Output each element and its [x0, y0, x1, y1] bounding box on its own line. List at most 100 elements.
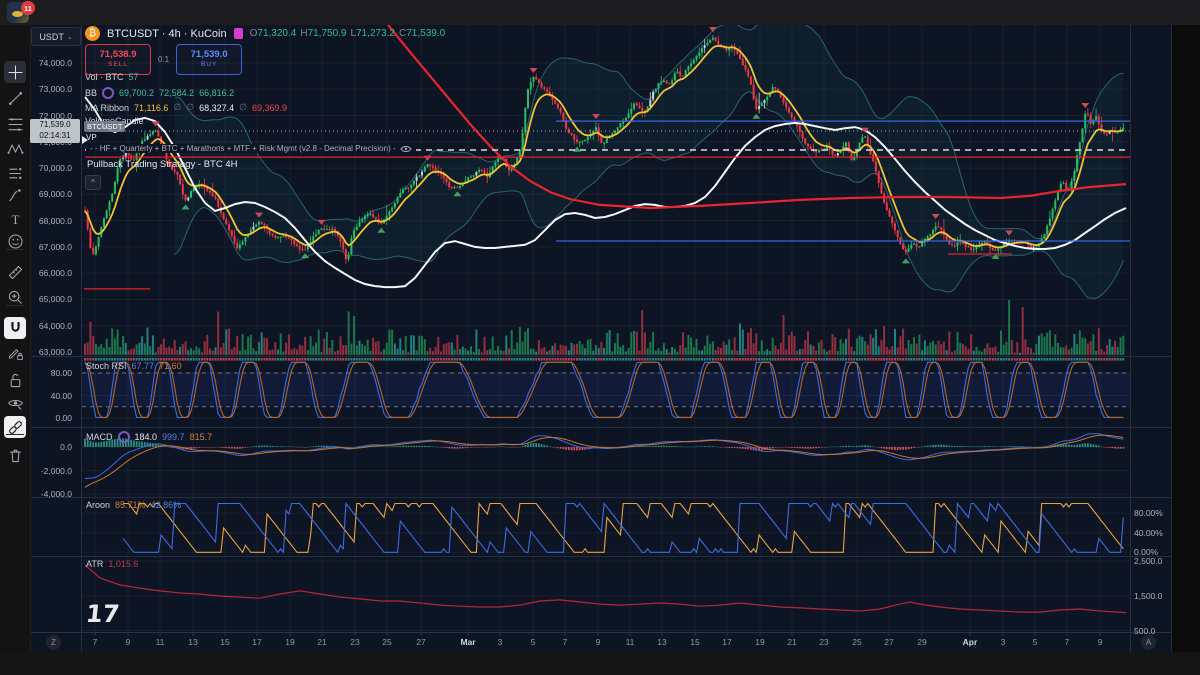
- stoch-scale-label: 80.00: [50, 368, 72, 378]
- price-axis-label: 74,000.0: [38, 58, 72, 68]
- flag-icon[interactable]: [233, 28, 243, 39]
- ohlc-value: 71,539.0: [406, 28, 446, 39]
- collapse-chevron-button[interactable]: ^: [85, 175, 101, 190]
- time-tick-label: 11: [155, 637, 165, 647]
- price-axis-label: 70,000.0: [38, 163, 72, 174]
- symbol-header[interactable]: ₿ BTCUSDT · 4h · KuCoin O71,320.4 H71,750…: [85, 26, 449, 41]
- ohlc-value: 71,273.2: [356, 28, 395, 39]
- legend-macd[interactable]: MACD 184.0 999.7 815.7: [86, 431, 212, 443]
- time-tick-label: Apr: [962, 637, 978, 647]
- legend-value: 999.7: [162, 432, 185, 442]
- toolbar-separator: [6, 249, 24, 250]
- trash-tool[interactable]: [4, 444, 26, 466]
- price-axis-label: 73,000.0: [38, 84, 72, 95]
- buy-price: 71,539.0: [190, 49, 228, 61]
- legend-value: Stoch RSI: [86, 361, 127, 371]
- ohlc-letter: C: [399, 28, 407, 39]
- buy-button[interactable]: 71,539.0 BUY: [176, 44, 243, 75]
- chevron-down-icon: ⌄: [66, 33, 73, 41]
- legend-value: ∅: [239, 102, 247, 112]
- time-tick-label: 15: [220, 637, 230, 647]
- eye-hide-tool[interactable]: [4, 392, 26, 414]
- ohlc-values: O71,320.4 H71,750.9 L71,273.2 C71,539.0: [250, 28, 450, 39]
- legend-value: 815.7: [189, 432, 213, 442]
- strategy-line-label[interactable]: - - HF + Quarterly + BTC + Marathons + M…: [86, 144, 416, 153]
- link-tool[interactable]: [4, 416, 26, 438]
- atr-scale-label: 2,500.0: [1134, 556, 1163, 566]
- legend-value: 69,700.2: [119, 88, 155, 98]
- sell-button[interactable]: 71,538.9 SELL: [85, 44, 151, 75]
- brush-tool[interactable]: [4, 185, 26, 207]
- currency-dropdown[interactable]: USDT ⌄: [31, 27, 81, 46]
- time-tick-label: 17: [722, 637, 732, 647]
- indicator-icon[interactable]: [102, 87, 115, 99]
- tradingview-watermark: 17: [84, 600, 121, 628]
- legend-stoch-rsi[interactable]: Stoch RSI 67.77 71.60: [86, 361, 182, 371]
- price-axis-label: 68,000.0: [38, 215, 72, 226]
- bottom-strip: [0, 652, 1200, 675]
- time-tick-label: 21: [317, 637, 327, 647]
- legend-value: MACD: [86, 432, 113, 442]
- time-tick-label: 23: [350, 637, 360, 647]
- timezone-button[interactable]: Z: [46, 635, 61, 650]
- crosshair-tool[interactable]: [4, 61, 26, 83]
- time-tick-label: 15: [690, 637, 700, 647]
- magnet-tool[interactable]: [4, 317, 26, 339]
- time-tick-label: 11: [625, 637, 635, 647]
- legend-value: 184.0: [134, 432, 158, 442]
- legend-value: 67.77: [131, 361, 155, 371]
- aroon-scale-label: 80.00%: [1134, 508, 1163, 519]
- legend-value: 68,327.4: [199, 102, 235, 113]
- time-tick-label: 7: [1064, 637, 1070, 647]
- time-tick-label: 19: [285, 637, 295, 647]
- emoji-tool[interactable]: [4, 230, 26, 252]
- legend-volume[interactable]: Vol · BTC 57: [85, 72, 139, 82]
- ruler-tool[interactable]: [4, 261, 26, 283]
- legend-value: 57: [128, 72, 139, 82]
- symbol-title[interactable]: BTCUSDT · 4h · KuCoin: [107, 27, 227, 40]
- legend-ma-ribbon[interactable]: MA Ribbon 71,116.6 ∅ ∅ 68,327.4 ∅ 69,369.9: [85, 102, 287, 113]
- time-tick-label: 23: [819, 637, 829, 647]
- time-tick-label: 13: [188, 637, 198, 647]
- price-axis-label: 72,000.0: [38, 110, 72, 121]
- edit-lock-tool[interactable]: [4, 342, 26, 364]
- zoom-in-tool[interactable]: [4, 286, 26, 308]
- order-panel: 71,538.9 SELL 0.1 71,539.0 BUY: [85, 44, 243, 75]
- time-tick-label: 3: [1000, 637, 1006, 647]
- indicator-axis-right[interactable]: [1130, 25, 1172, 652]
- strategy-name-label[interactable]: Pullback Trading Strategy - BTC 4H: [87, 159, 238, 170]
- time-tick-label: 25: [852, 637, 862, 647]
- sell-price: 71,538.9: [99, 49, 137, 61]
- fib-retracement-tool[interactable]: [4, 113, 26, 135]
- lock-open-tool[interactable]: [4, 369, 26, 391]
- sell-label: SELL: [108, 61, 128, 69]
- legend-value: 42.86%: [150, 500, 182, 510]
- xabcd-pattern-tool[interactable]: [4, 137, 26, 159]
- time-tick-label: 27: [416, 637, 426, 647]
- forecast-tool[interactable]: [4, 162, 26, 184]
- current-price-label: 71,539.0 02:14:31: [30, 119, 80, 143]
- time-axis[interactable]: [30, 632, 1172, 652]
- text-tool[interactable]: T: [4, 208, 26, 230]
- legend-aroon[interactable]: Aroon 85.71% 42.86%: [86, 500, 181, 510]
- axis-symbol-tag: BTCUSDT: [84, 121, 126, 132]
- stoch-scale-label: 40.00: [50, 390, 72, 401]
- legend-bollinger[interactable]: BB 69,700.2 72,584.2 66,816.2: [85, 87, 234, 99]
- indicator-icon[interactable]: [117, 431, 130, 443]
- time-tick-label: 9: [125, 637, 131, 647]
- price-axis-label: 64,000.0: [38, 320, 72, 331]
- current-price: 71,539.0: [39, 120, 71, 129]
- time-tick-label: 17: [252, 637, 262, 647]
- time-tick-label: 9: [595, 637, 601, 647]
- ohlc-letter: L: [350, 28, 357, 39]
- legend-vp[interactable]: VP: [86, 133, 97, 142]
- ohlc-letter: O: [249, 28, 258, 39]
- trend-line-tool[interactable]: [4, 87, 26, 109]
- eye-icon[interactable]: [400, 145, 412, 153]
- auto-scale-button[interactable]: A: [1141, 635, 1156, 650]
- currency-label: USDT: [39, 31, 64, 42]
- legend-atr[interactable]: ATR 1,015.6: [86, 559, 138, 569]
- right-void: [1172, 25, 1200, 652]
